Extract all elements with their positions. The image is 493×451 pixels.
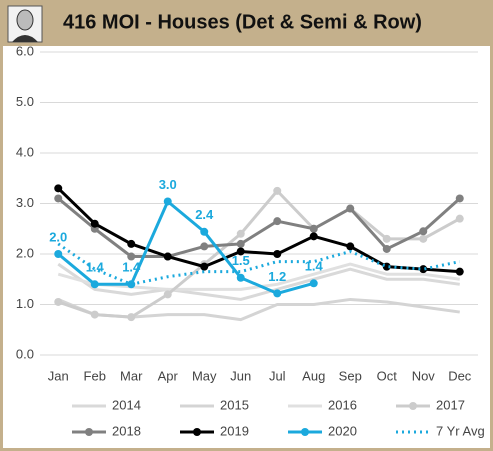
data-label: 1.5 [232,253,250,268]
point [54,194,63,203]
data-label: 1.2 [268,269,286,284]
point [127,239,136,248]
data-label: 1.4 [86,260,105,275]
legend-label: 7 Yr Avg [436,423,485,438]
data-label: 2.0 [49,229,67,244]
point [127,313,136,322]
plot-panel [3,46,490,448]
point [54,184,63,193]
series-line [57,262,460,301]
point [127,280,136,289]
point [309,279,318,288]
legend-label: 2018 [112,423,141,438]
legend-marker [193,428,201,436]
series-line [57,197,461,259]
x-tick-label: Jul [269,368,286,383]
data-label: 1.4 [122,260,141,275]
x-tick-label: Oct [377,368,398,383]
series-line [57,187,460,274]
point [90,280,99,289]
legend-label: 2020 [328,423,357,438]
point [346,242,355,251]
point [163,197,172,206]
legend-label: 2014 [112,397,141,412]
point [54,297,63,306]
point [346,204,355,213]
data-label: 1.4 [305,259,324,274]
point [455,267,464,276]
x-tick-label: Apr [158,368,179,383]
legend-label: 2019 [220,423,249,438]
chart-title: 416 MOI - Houses (Det & Semi & Row) [63,11,422,33]
x-tick-label: Mar [120,368,143,383]
point [382,244,391,253]
point [273,186,282,195]
y-tick-label: 5.0 [16,94,34,109]
point [200,262,209,271]
point [200,227,209,236]
legend-label: 2016 [328,397,357,412]
x-tick-label: Dec [448,368,472,383]
point [163,252,172,261]
point [236,229,245,238]
x-tick-label: Sep [339,368,362,383]
x-tick-label: Nov [412,368,436,383]
point [382,234,391,243]
point [236,273,245,282]
point [455,214,464,223]
x-tick-label: Jun [230,368,251,383]
point [455,194,464,203]
x-tick-label: May [192,368,217,383]
point [273,289,282,298]
y-tick-label: 0.0 [16,346,34,361]
series-line [57,189,461,319]
y-tick-label: 4.0 [16,144,34,159]
x-tick-label: Jan [48,368,69,383]
y-tick-label: 2.0 [16,245,34,260]
point [309,224,318,233]
legend-marker [85,428,93,436]
point [273,250,282,258]
point [90,219,99,228]
point [90,310,99,319]
point [236,247,245,256]
legend-label: 2017 [436,397,465,412]
data-label: 3.0 [159,177,177,192]
point [127,252,136,261]
point [163,290,172,299]
series-line [57,199,315,295]
y-tick-label: 3.0 [16,195,34,210]
point [54,250,63,258]
y-tick-label: 1.0 [16,296,34,311]
point [236,239,245,248]
point [419,265,428,274]
point [273,217,282,226]
point [309,232,318,241]
legend-label: 2015 [220,397,249,412]
legend-marker [409,402,417,410]
data-label: 2.4 [195,207,214,222]
point [200,242,209,251]
x-tick-label: Aug [302,368,325,383]
point [419,234,428,243]
legend-marker [301,428,309,436]
point [419,227,428,236]
avatar [7,5,43,43]
y-tick-label: 6.0 [16,43,34,58]
x-tick-label: Feb [84,368,106,383]
